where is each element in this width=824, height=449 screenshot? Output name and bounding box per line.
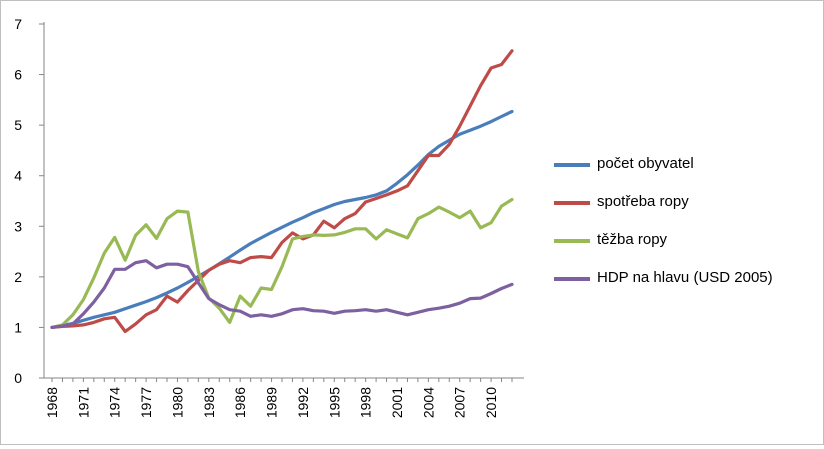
series-line-2 (50, 49, 514, 334)
x-tick-label: 2010 (483, 387, 499, 418)
y-tick-label: 5 (14, 117, 22, 133)
y-tick-label: 7 (14, 16, 22, 32)
series-line-1 (50, 109, 514, 329)
legend-label: HDP na hlavu (USD 2005) (597, 269, 773, 286)
y-tick-label: 6 (14, 67, 22, 83)
x-axis-tick-labels: 1968 1971 1974 1977 1980 1983 1986 1989 1992 1995… (44, 378, 513, 418)
legend-item: těžba ropy (554, 229, 816, 267)
x-tick-label: 1992 (295, 387, 311, 418)
series-line-4 (50, 259, 514, 329)
series-line-3 (50, 197, 514, 329)
x-tick-label: 1974 (107, 387, 123, 418)
x-tick-label: 1989 (264, 387, 280, 418)
x-tick-label: 1995 (326, 387, 342, 418)
x-tick-label: 1983 (201, 387, 217, 418)
x-tick-label: 1986 (232, 387, 248, 418)
x-tick-label: 2001 (389, 387, 405, 418)
x-tick-label: 1968 (44, 387, 60, 418)
x-tick-label: 1980 (169, 387, 185, 418)
chart-legend: počet obyvatel spotřeba ropy těžba ropy HDP… (554, 153, 816, 305)
y-tick-label: 2 (14, 269, 22, 285)
legend-label: spotřeba ropy (597, 193, 689, 210)
x-tick-label: 1977 (138, 387, 154, 418)
legend-label: těžba ropy (597, 231, 668, 248)
legend-swatch (554, 163, 590, 167)
legend-item: HDP na hlavu (USD 2005) (554, 267, 816, 305)
x-tick-label: 2007 (452, 387, 468, 418)
legend-label: počet obyvatel (597, 155, 694, 172)
legend-swatch (554, 201, 590, 205)
legend-item: spotřeba ropy (554, 191, 816, 229)
y-tick-label: 4 (14, 168, 22, 184)
chart-axes (43, 22, 524, 379)
legend-item: počet obyvatel (554, 153, 816, 191)
y-tick-label: 1 (14, 319, 22, 335)
x-tick-label: 2004 (420, 387, 436, 418)
x-tick-label: 1998 (358, 387, 374, 418)
x-tick-label: 1971 (75, 387, 91, 418)
y-axis-tick-labels: 0 1 2 3 4 5 6 7 (14, 16, 44, 386)
y-tick-label: 0 (14, 370, 22, 386)
legend-swatch (554, 277, 590, 281)
legend-swatch (554, 239, 590, 243)
y-tick-label: 3 (14, 218, 22, 234)
series-lines (50, 49, 514, 334)
